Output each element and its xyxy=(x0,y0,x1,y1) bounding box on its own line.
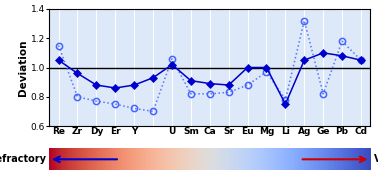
Text: Refractory: Refractory xyxy=(0,154,46,164)
Text: Volatile: Volatile xyxy=(373,154,378,164)
Y-axis label: Deviation: Deviation xyxy=(18,39,28,96)
